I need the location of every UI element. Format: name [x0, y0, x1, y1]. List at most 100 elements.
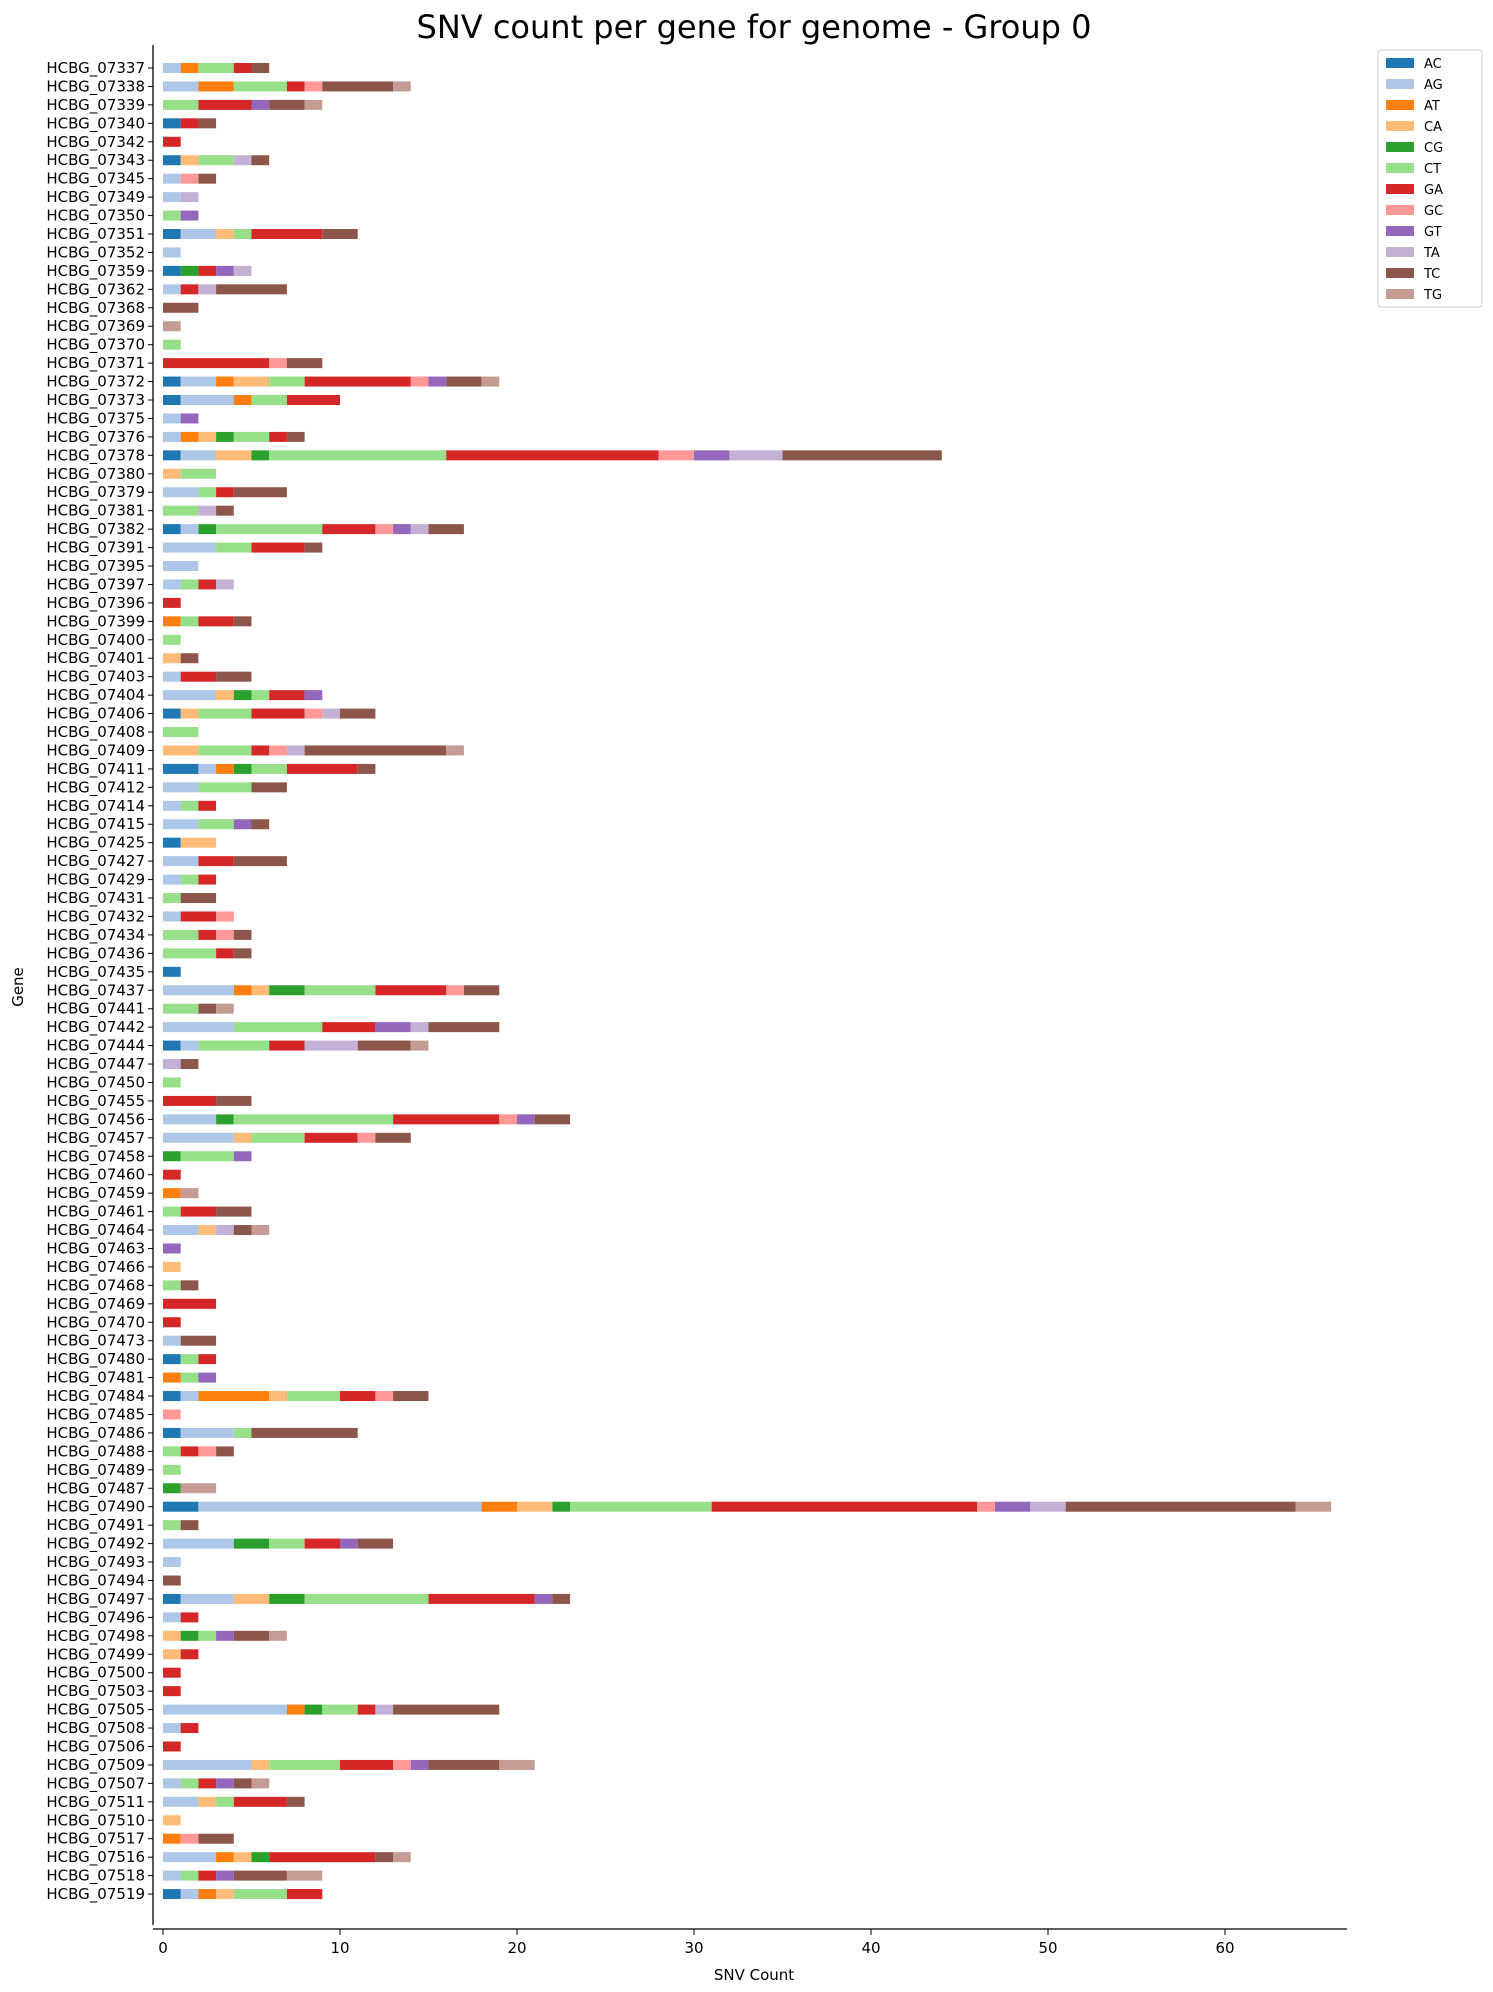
bar-segment-ct [163, 210, 181, 221]
bar-segment-ga [180, 118, 199, 129]
bar-segment-ct [216, 1796, 234, 1807]
y-tick-label: HCBG_07351 [46, 225, 145, 244]
bar-segment-ct [163, 929, 199, 940]
y-tick-label: HCBG_07455 [46, 1092, 145, 1111]
bar-segment-ga [198, 929, 217, 940]
bar-segment-tc [163, 302, 199, 313]
bar-segment-at [216, 1852, 234, 1863]
bar-segment-ag [163, 487, 199, 498]
bar-segment-tg [269, 1630, 287, 1641]
bar-segment-tc [251, 63, 270, 73]
y-tick-label: HCBG_07511 [46, 1793, 145, 1812]
bar-segment-cg [251, 450, 270, 461]
bar-segment-cg [180, 265, 199, 276]
bar-segment-ct [180, 468, 217, 479]
legend-label-gt: GT [1424, 225, 1442, 240]
bar-segment-ac [163, 1354, 181, 1365]
bar-segment-ct [163, 1206, 181, 1217]
y-tick-label: HCBG_07378 [46, 446, 145, 465]
y-tick-label: HCBG_07468 [46, 1276, 145, 1295]
bar-segment-ac [163, 1391, 181, 1402]
bar-segment-gc [216, 929, 234, 940]
y-tick-label: HCBG_07460 [46, 1166, 145, 1185]
bar-segment-tc [428, 1022, 500, 1033]
bar-segment-ag [163, 1778, 181, 1789]
bar-segment-ct [163, 1446, 181, 1457]
bar-segment-ta [198, 505, 217, 516]
bar-segment-ag [163, 413, 181, 424]
bar-segment-ct [198, 155, 234, 166]
bar-segment-ac [163, 708, 181, 719]
bar-segment-gc [216, 911, 234, 922]
y-tick-label: HCBG_07516 [46, 1848, 145, 1867]
bar-segment-ac [163, 524, 181, 535]
y-tick-label: HCBG_07338 [46, 77, 145, 96]
bar-segment-ag [163, 63, 181, 73]
bar-segment-ga [163, 1298, 217, 1309]
bar-segment-ct [251, 763, 287, 774]
bar-segment-ct [163, 1077, 181, 1088]
bar-segment-tc [233, 1778, 252, 1789]
bar-segment-ac [163, 837, 181, 848]
y-tick-label: HCBG_07450 [46, 1073, 145, 1092]
bar-segment-tc [180, 1520, 199, 1531]
bar-segment-tc [251, 155, 270, 166]
bar-segment-ct [269, 1759, 340, 1770]
bar-segment-ct [269, 450, 447, 461]
bar-segment-ca [216, 1889, 234, 1900]
y-tick-label: HCBG_07400 [46, 631, 145, 650]
bar-segment-ag [163, 1132, 234, 1143]
bar-segment-ct [251, 395, 287, 406]
bar-segment-ga [180, 284, 199, 295]
legend-label-ac: AC [1424, 57, 1442, 72]
y-tick-label: HCBG_07379 [46, 483, 145, 502]
bar-segment-gt [994, 1501, 1031, 1512]
bar-segment-ct [163, 99, 199, 110]
bar-segment-ac [163, 450, 181, 461]
bar-segment-gt [216, 1778, 234, 1789]
bar-segment-ac [163, 229, 181, 240]
bar-segment-ta [180, 192, 199, 203]
y-tick-label: HCBG_07485 [46, 1405, 145, 1424]
bar-segment-ga [286, 1889, 323, 1900]
legend-swatch-gc [1386, 205, 1414, 215]
y-tick-label: HCBG_07481 [46, 1369, 145, 1388]
bar-segment-ga [180, 1206, 217, 1217]
bar-segment-gc [393, 1759, 411, 1770]
bar-segment-tc [180, 653, 199, 664]
bar-segment-ca [233, 1852, 252, 1863]
y-tick-label: HCBG_07411 [46, 760, 145, 779]
bar-segment-ta [729, 450, 783, 461]
bar-segment-ag [163, 690, 217, 701]
bar-segment-ga [198, 1778, 217, 1789]
bar-segment-tc [357, 763, 376, 774]
bar-segment-tc [286, 1796, 305, 1807]
legend-swatch-ct [1386, 163, 1414, 173]
bar-segment-tc [233, 856, 287, 867]
bar-segment-tc [233, 1630, 270, 1641]
legend-swatch-tg [1386, 289, 1414, 299]
bar-segment-tc [340, 708, 376, 719]
bar-segment-ga [180, 1723, 199, 1734]
bar-segment-ga [269, 1040, 305, 1051]
bar-segment-tc [180, 893, 217, 904]
bar-segment-ag [163, 1723, 181, 1734]
bar-segment-ga [286, 763, 358, 774]
bar-segment-ct [304, 985, 376, 996]
bar-segment-tc [198, 1003, 217, 1014]
bar-segment-gt [410, 1759, 429, 1770]
legend-label-ag: AG [1424, 78, 1443, 93]
bar-segment-gt [216, 1870, 234, 1881]
bar-segment-ct [180, 874, 199, 885]
bar-segment-ca [517, 1501, 553, 1512]
bar-segment-ct [180, 616, 199, 627]
bar-segment-at [163, 616, 181, 627]
bar-segment-ga [180, 1612, 199, 1623]
bar-segment-gc [977, 1501, 995, 1512]
bar-segment-tc [251, 1427, 358, 1438]
bar-segment-gc [304, 81, 323, 92]
bar-segment-gt [251, 99, 270, 110]
bar-segment-ct [163, 727, 199, 738]
bar-segment-tc [233, 616, 252, 627]
bar-segment-tc [198, 118, 217, 129]
